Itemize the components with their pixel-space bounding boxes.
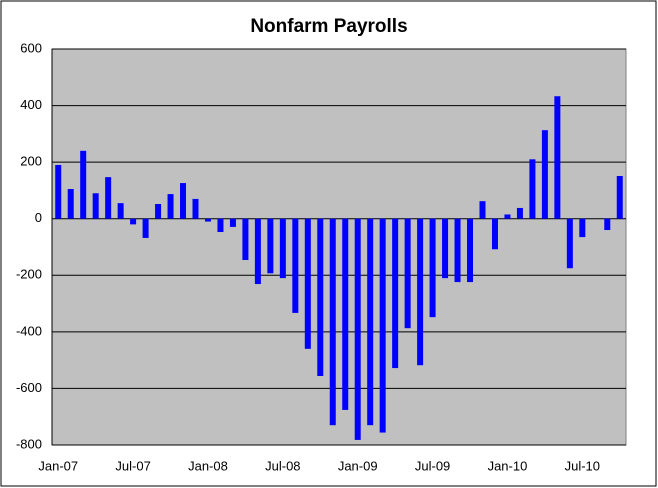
bar (254, 218, 261, 285)
x-tick-label: Jul-09 (415, 458, 450, 473)
y-tick-label: 600 (20, 40, 42, 55)
bar (541, 130, 548, 219)
y-tick-label: 0 (35, 210, 42, 225)
bar (267, 218, 274, 274)
bar (554, 96, 561, 219)
x-tick-label: Jul-10 (565, 458, 600, 473)
bar (516, 207, 523, 219)
y-tick-label: -600 (16, 380, 42, 395)
bar (167, 194, 174, 219)
bar (229, 218, 236, 227)
bar (92, 193, 99, 219)
bar (354, 218, 361, 440)
bar (429, 218, 436, 318)
bar (367, 218, 374, 426)
bar (504, 214, 511, 219)
bar (329, 218, 336, 426)
bar (304, 218, 311, 349)
bar (130, 218, 137, 225)
bar (579, 218, 586, 238)
bar (379, 218, 386, 433)
bar (204, 218, 211, 222)
chart-title: Nonfarm Payrolls (250, 16, 407, 37)
y-tick-label: -400 (16, 323, 42, 338)
bar (404, 218, 411, 329)
x-tick-label: Jan-07 (38, 458, 78, 473)
x-tick-label: Jan-08 (188, 458, 228, 473)
bar (142, 218, 149, 238)
bar (242, 218, 249, 261)
y-tick-label: -200 (16, 267, 42, 282)
bar (529, 159, 536, 219)
bar (155, 204, 162, 219)
bar (566, 218, 573, 269)
bar (392, 218, 399, 369)
y-tick-label: 200 (20, 154, 42, 169)
bar (180, 183, 187, 219)
bar (417, 218, 424, 366)
bar (55, 164, 62, 219)
bar (604, 218, 611, 231)
bar (616, 176, 623, 219)
x-tick-label: Jul-08 (265, 458, 300, 473)
y-tick-label: -800 (16, 436, 42, 451)
bar (279, 218, 286, 279)
bar (67, 189, 74, 219)
bar (467, 218, 474, 283)
bar (117, 203, 124, 219)
bar (192, 198, 199, 219)
bar (479, 201, 486, 219)
x-tick-label: Jan-09 (338, 458, 378, 473)
bar (80, 150, 87, 219)
plot-area (51, 48, 627, 446)
y-tick-label: 400 (20, 97, 42, 112)
bar (292, 218, 299, 313)
bar (442, 218, 449, 279)
x-tick-label: Jan-10 (488, 458, 528, 473)
bar (342, 218, 349, 410)
bar (317, 218, 324, 376)
bar (454, 218, 461, 283)
bar (105, 177, 112, 219)
bar (217, 218, 224, 233)
x-tick-label: Jul-07 (115, 458, 150, 473)
bar (491, 218, 498, 250)
